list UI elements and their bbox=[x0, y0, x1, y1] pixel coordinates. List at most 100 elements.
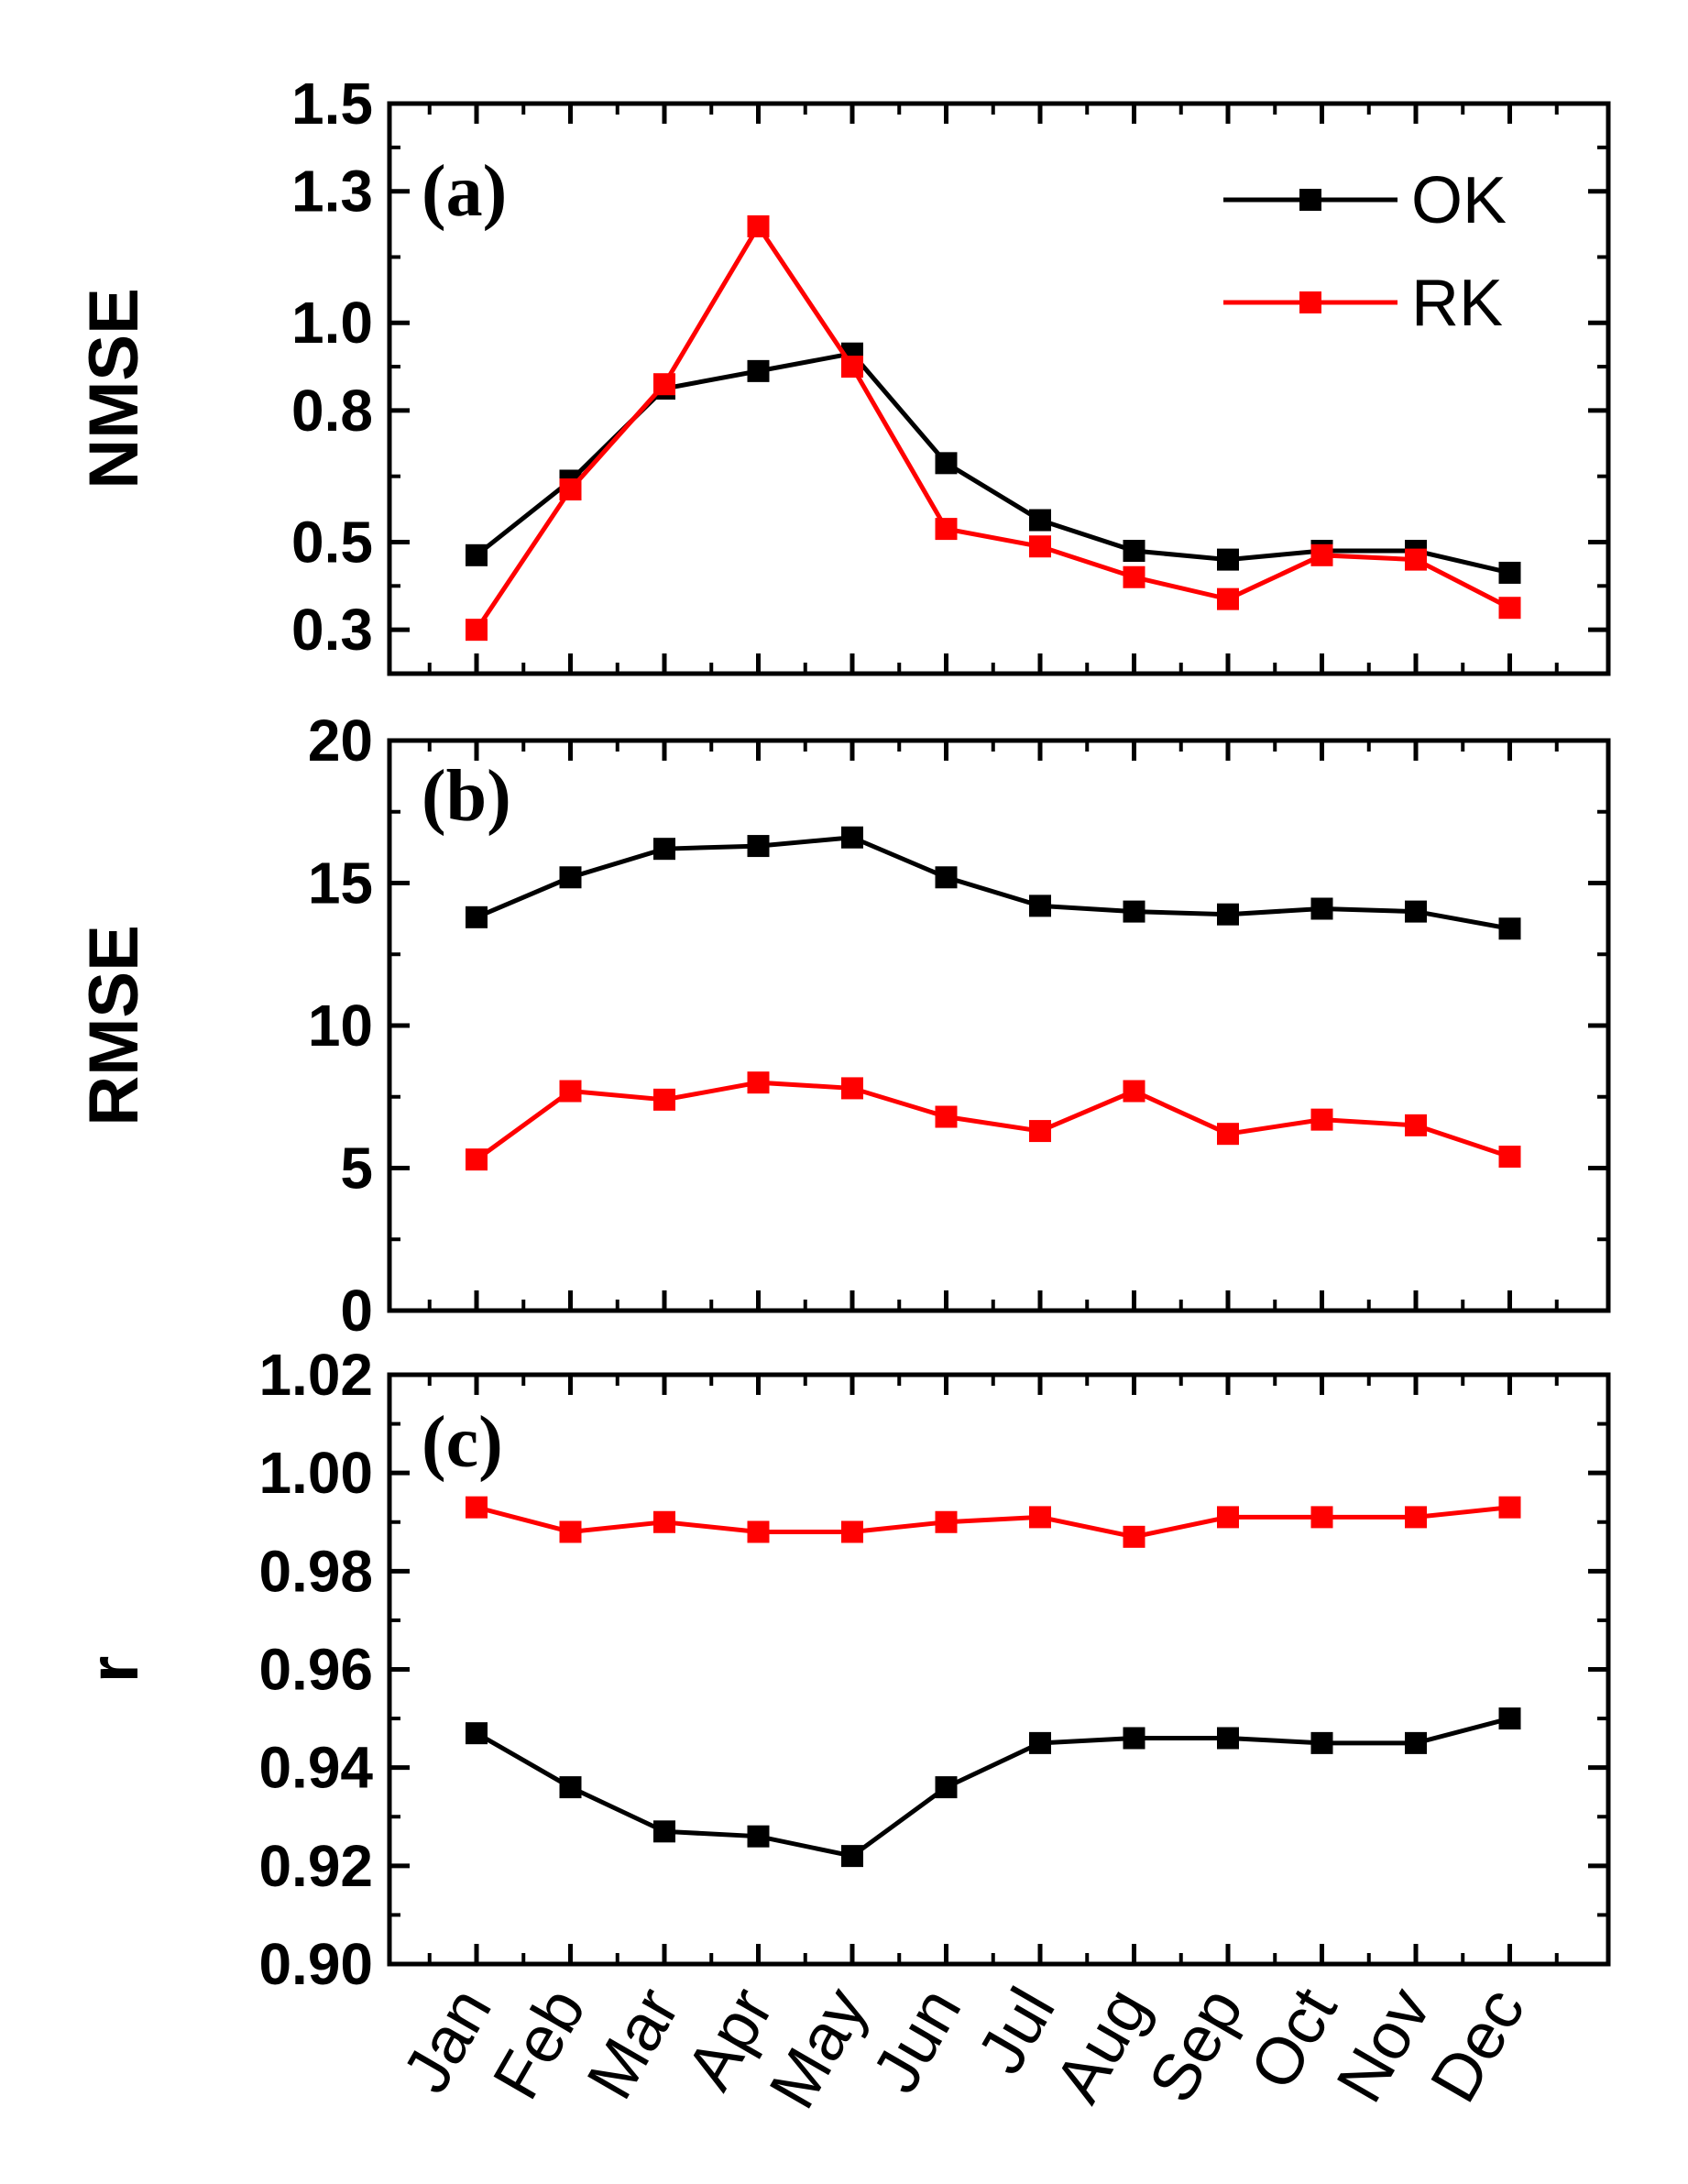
data-point-OK bbox=[466, 1722, 488, 1745]
y-tick-label: 0.92 bbox=[258, 1833, 373, 1899]
data-point-RK bbox=[1123, 565, 1145, 588]
legend-label: RK bbox=[1411, 267, 1503, 340]
y-tick-label: 15 bbox=[308, 851, 373, 916]
data-point-RK bbox=[466, 1148, 488, 1171]
x-tick-label: Aug bbox=[1041, 1976, 1163, 2114]
data-point-OK bbox=[653, 1820, 675, 1843]
data-point-OK bbox=[1029, 894, 1051, 917]
data-point-RK bbox=[466, 1496, 488, 1519]
data-point-RK bbox=[1405, 1114, 1427, 1136]
data-point-RK bbox=[1217, 1123, 1239, 1146]
y-tick-label: 1.0 bbox=[291, 290, 373, 356]
data-point-RK bbox=[935, 1105, 958, 1128]
data-point-RK bbox=[841, 1520, 863, 1543]
data-point-OK bbox=[1217, 548, 1239, 571]
data-point-RK bbox=[1405, 1506, 1427, 1529]
panel-1: 0.3 0.5 0.8 1.0 1.3 1.5 NMSE (a) OK RK bbox=[75, 71, 1611, 676]
x-tick-label: May bbox=[756, 1976, 882, 2121]
panel-tag: (c) bbox=[422, 1402, 503, 1483]
data-point-RK bbox=[1498, 597, 1521, 620]
data-point-RK bbox=[1029, 1506, 1051, 1529]
data-point-OK bbox=[935, 1776, 958, 1799]
x-tick-label: Sep bbox=[1135, 1976, 1257, 2114]
panel-3: 0.900.920.940.960.981.001.02r(c)JanFebMa… bbox=[75, 1342, 1611, 2121]
x-tick-label: Mar bbox=[574, 1976, 694, 2111]
x-tick-label: Dec bbox=[1417, 1976, 1539, 2114]
series-line-RK bbox=[475, 1080, 1511, 1162]
x-tick-label: Nov bbox=[1323, 1976, 1445, 2114]
data-point-OK bbox=[466, 905, 488, 928]
series-line-RK bbox=[474, 222, 1511, 631]
data-point-RK bbox=[653, 1510, 675, 1533]
plot-frame bbox=[387, 738, 1611, 1313]
plot-frame bbox=[387, 1372, 1611, 1967]
data-point-OK bbox=[1405, 1731, 1427, 1754]
data-point-RK bbox=[559, 478, 582, 501]
legend-marker-OK bbox=[1299, 189, 1321, 211]
data-point-OK bbox=[1498, 561, 1521, 584]
x-tick-label: Feb bbox=[479, 1976, 599, 2111]
data-point-OK bbox=[1217, 903, 1239, 926]
y-axis-label: NMSE bbox=[75, 288, 153, 489]
series-line-OK bbox=[476, 835, 1510, 931]
data-point-OK bbox=[559, 1776, 582, 1799]
y-tick-label: 0.98 bbox=[258, 1538, 373, 1604]
series-line-RK bbox=[476, 1505, 1510, 1540]
data-point-OK bbox=[1405, 900, 1427, 923]
data-point-RK bbox=[653, 373, 675, 396]
data-point-RK bbox=[1123, 1080, 1145, 1103]
data-point-OK bbox=[1029, 1731, 1051, 1754]
legend-label: OK bbox=[1411, 164, 1507, 237]
data-point-RK bbox=[1498, 1496, 1521, 1519]
data-point-OK bbox=[1310, 1731, 1333, 1754]
data-point-RK bbox=[1405, 548, 1427, 571]
data-point-RK bbox=[747, 1520, 770, 1543]
x-tick-label: Jun bbox=[859, 1976, 975, 2105]
data-point-OK bbox=[841, 826, 863, 849]
data-point-RK bbox=[1310, 1108, 1333, 1131]
data-point-RK bbox=[841, 356, 863, 379]
y-axis-label: r bbox=[75, 1656, 153, 1684]
y-tick-label: 1.02 bbox=[258, 1342, 373, 1408]
data-point-RK bbox=[653, 1088, 675, 1111]
data-point-RK bbox=[1029, 1120, 1051, 1143]
data-point-OK bbox=[1123, 540, 1145, 563]
data-point-OK bbox=[1123, 1727, 1145, 1750]
data-point-RK bbox=[1029, 535, 1051, 558]
data-point-RK bbox=[1217, 587, 1239, 610]
y-tick-label: 1.3 bbox=[291, 159, 373, 225]
data-point-OK bbox=[653, 838, 675, 861]
data-point-RK bbox=[747, 214, 770, 237]
data-point-RK bbox=[1310, 1506, 1333, 1529]
data-point-RK bbox=[1310, 543, 1333, 566]
data-point-RK bbox=[1498, 1146, 1521, 1169]
y-tick-label: 0.96 bbox=[258, 1637, 373, 1703]
y-tick-label: 0 bbox=[340, 1278, 373, 1344]
y-tick-label: 0.3 bbox=[291, 597, 373, 663]
data-point-RK bbox=[1217, 1506, 1239, 1529]
data-point-RK bbox=[841, 1077, 863, 1100]
data-point-RK bbox=[935, 1510, 958, 1533]
data-point-RK bbox=[559, 1080, 582, 1103]
data-point-RK bbox=[559, 1520, 582, 1543]
data-point-OK bbox=[747, 359, 770, 382]
y-tick-label: 10 bbox=[308, 993, 373, 1059]
data-point-OK bbox=[466, 543, 488, 566]
y-tick-label: 0.8 bbox=[291, 378, 373, 444]
y-tick-label: 20 bbox=[308, 708, 373, 774]
panel-2: 0 5 10 15 20 RMSE (b) bbox=[75, 708, 1611, 1344]
data-point-RK bbox=[1123, 1525, 1145, 1548]
y-tick-label: 1.00 bbox=[258, 1440, 373, 1506]
data-point-OK bbox=[1498, 917, 1521, 940]
panel-tag: (a) bbox=[422, 151, 507, 232]
y-tick-label: 5 bbox=[340, 1136, 373, 1202]
data-point-OK bbox=[559, 866, 582, 889]
data-point-OK bbox=[1310, 897, 1333, 920]
data-point-OK bbox=[1498, 1707, 1521, 1730]
y-tick-label: 0.90 bbox=[258, 1931, 373, 1997]
data-point-RK bbox=[466, 619, 488, 642]
legend: OK RK bbox=[1223, 164, 1507, 340]
x-tick-label: Jan bbox=[389, 1976, 506, 2105]
data-point-OK bbox=[1123, 900, 1145, 923]
